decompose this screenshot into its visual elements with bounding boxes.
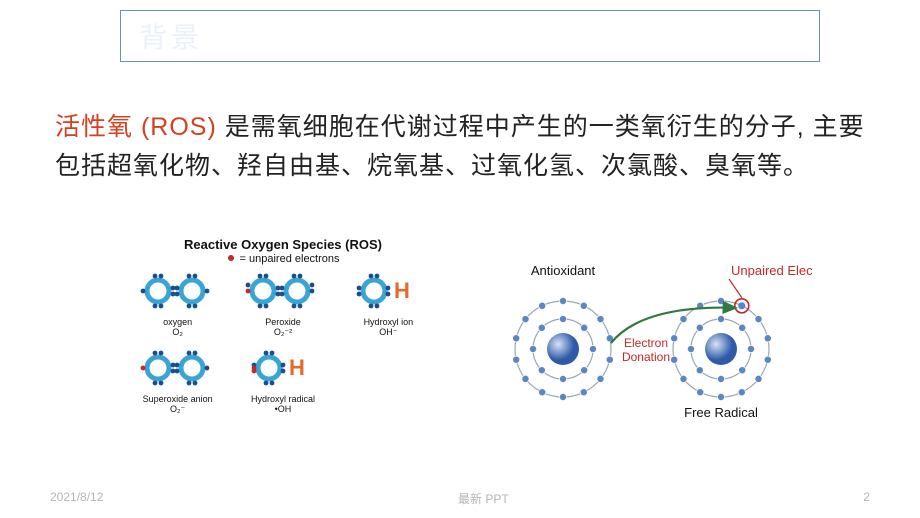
molecule: PeroxideO₂⁻² (232, 265, 333, 338)
molecule: H Hydroxyl radical•OH (232, 342, 333, 415)
molecule-name: Hydroxyl ion (364, 317, 414, 327)
footer-center: 最新 PPT (458, 490, 509, 507)
svg-text:H: H (289, 355, 305, 380)
footer: 2021/8/12 最新 PPT 2 (0, 490, 920, 507)
molecule-formula: OH⁻ (379, 327, 397, 337)
molecule-name: Superoxide anion (143, 394, 213, 404)
footer-page: 2 (863, 490, 870, 507)
figure-antioxidant: Antioxidant Unpaired Electron ElectronDona… (462, 256, 812, 420)
figure-ros-species: Reactive Oxygen Species (ROS) = unpaired… (120, 232, 446, 454)
molecule-formula: O₂⁻² (274, 327, 292, 337)
footer-date: 2021/8/12 (50, 490, 103, 507)
molecule-formula: O₂⁻ (170, 404, 185, 414)
svg-text:Antioxidant: Antioxidant (531, 263, 596, 278)
body-paragraph: 活性氧 (ROS) 是需氧细胞在代谢过程中产生的一类氧衍生的分子, 主要包括超氧… (55, 108, 875, 186)
molecule: H Hydroxyl ionOH⁻ (338, 265, 439, 338)
molecule: oxygenO₂ (127, 265, 228, 338)
fig1-title: Reactive Oxygen Species (ROS) (121, 237, 445, 252)
svg-text:Donation: Donation (622, 350, 670, 364)
molecule (338, 342, 439, 415)
fig2-svg: Antioxidant Unpaired Electron ElectronDona… (463, 257, 813, 421)
highlight-term: 活性氧 (ROS) (55, 113, 225, 141)
molecule-name: Peroxide (265, 317, 301, 327)
molecule-name: oxygen (163, 317, 192, 327)
figures-row: Reactive Oxygen Species (ROS) = unpaired… (120, 232, 812, 454)
svg-text:Unpaired Electron: Unpaired Electron (731, 263, 813, 278)
ros-grid: oxygenO₂PeroxideO₂⁻²HHydroxyl ionOH⁻Supe… (121, 265, 445, 418)
molecule: Superoxide anionO₂⁻ (127, 342, 228, 415)
molecule-formula: O₂ (172, 327, 183, 337)
molecule-formula: •OH (275, 404, 292, 414)
svg-text:Free Radical: Free Radical (684, 405, 758, 420)
header-title: 背景 (139, 16, 203, 56)
svg-text:Electron: Electron (624, 336, 668, 350)
fig1-legend-text: = unpaired electrons (240, 253, 340, 265)
header-box: 背景 (120, 10, 820, 62)
svg-text:H: H (394, 278, 410, 303)
fig1-legend: = unpaired electrons (121, 253, 445, 265)
molecule-name: Hydroxyl radical (251, 394, 315, 404)
